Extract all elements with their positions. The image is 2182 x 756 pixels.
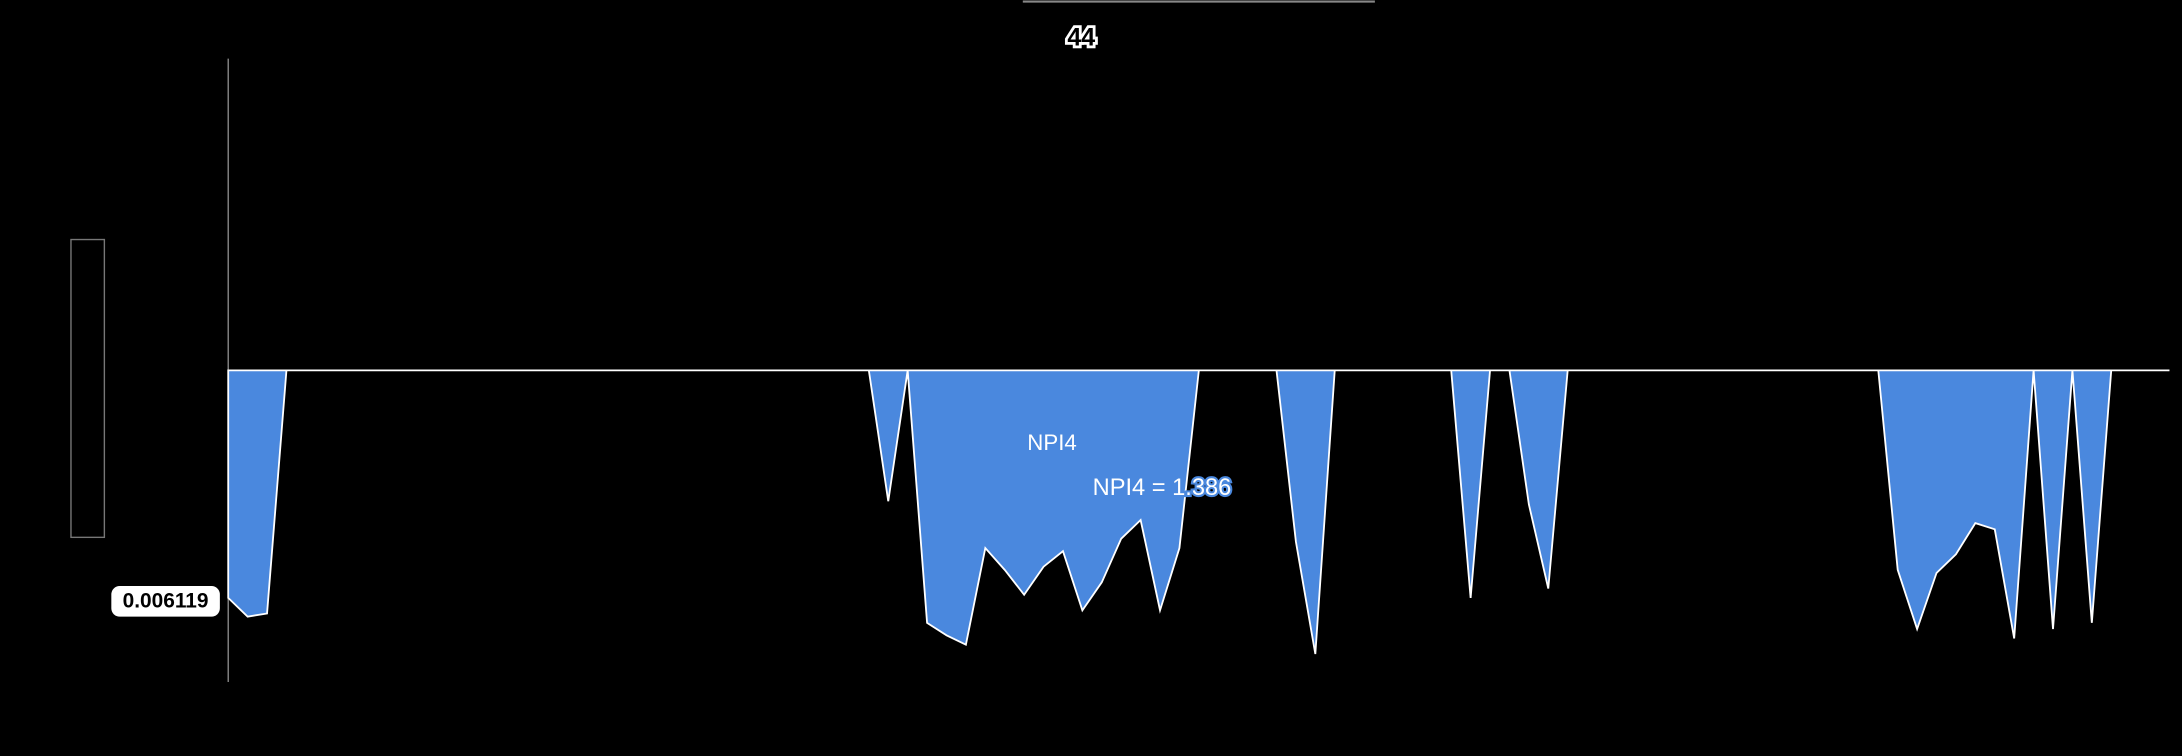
tooltip: NPI4 = 1.386 bbox=[1093, 475, 1232, 501]
plot-area bbox=[227, 369, 2170, 655]
range-slider[interactable] bbox=[70, 238, 106, 539]
chart-title: 44 bbox=[1067, 24, 1095, 52]
area bbox=[227, 369, 2170, 655]
series-label: NPI4 bbox=[1027, 430, 1076, 455]
crosshair-label-bg bbox=[111, 586, 220, 617]
crosshair-label: 0.006119 bbox=[123, 590, 209, 613]
